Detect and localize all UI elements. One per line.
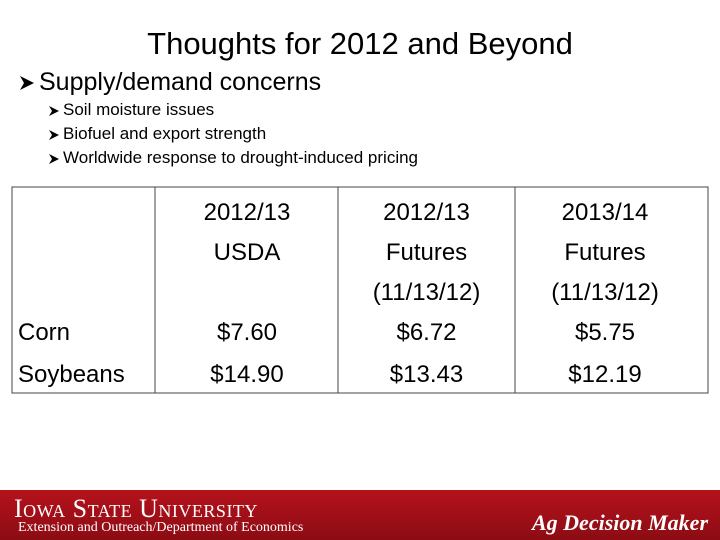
department: Extension and Outreach/Department of Eco…	[18, 520, 304, 535]
header-line: 2012/13	[383, 199, 470, 226]
table-cell: $5.75	[574, 319, 636, 346]
header-line: 2013/14	[561, 199, 649, 226]
bullet-arrow	[49, 129, 59, 140]
sub-bullet-text: Biofuel and export strength	[63, 124, 267, 143]
header-line: Futures	[385, 239, 468, 266]
bullet: Supply/demand concerns	[18, 68, 321, 97]
header-line: (11/13/12)	[551, 279, 659, 306]
table-border	[11, 186, 709, 394]
table-cell: $13.43	[389, 361, 464, 388]
bullet-arrow	[20, 76, 34, 91]
table-cell: $7.60	[216, 319, 278, 346]
university-name: Iowa State University	[14, 494, 258, 523]
header-line: 2012/13	[203, 199, 291, 226]
table-cell: $6.72	[396, 319, 457, 346]
header-line: Futures	[564, 239, 646, 266]
title: Thoughts for 2012 and Beyond	[147, 26, 573, 61]
header-line: USDA	[213, 239, 281, 266]
brand: Ag Decision Maker	[532, 510, 708, 535]
row-label: Soybeans	[18, 361, 125, 388]
sub-bullet: Biofuel and export strength	[48, 124, 266, 144]
table-cell: $12.19	[568, 361, 642, 388]
column-header: 2012/13 USDA	[158, 193, 336, 273]
row-label: Corn	[18, 319, 71, 346]
sub-bullet: Worldwide response to drought-induced pr…	[48, 148, 418, 168]
sub-bullet-text: Soil moisture issues	[63, 100, 215, 119]
table-cell: $14.90	[210, 361, 284, 388]
header-line: (11/13/12)	[372, 279, 481, 306]
bullet-arrow	[49, 105, 59, 116]
footer-band	[0, 490, 720, 540]
bullet-arrow	[49, 153, 59, 164]
column-header: 2012/13 Futures (11/13/12)	[338, 193, 515, 313]
sub-bullet: Soil moisture issues	[48, 100, 214, 120]
column-header: 2013/14 Futures (11/13/12)	[515, 193, 695, 313]
sub-bullet-text: Worldwide response to drought-induced pr…	[63, 148, 418, 167]
bullet-text: Supply/demand concerns	[39, 68, 322, 96]
